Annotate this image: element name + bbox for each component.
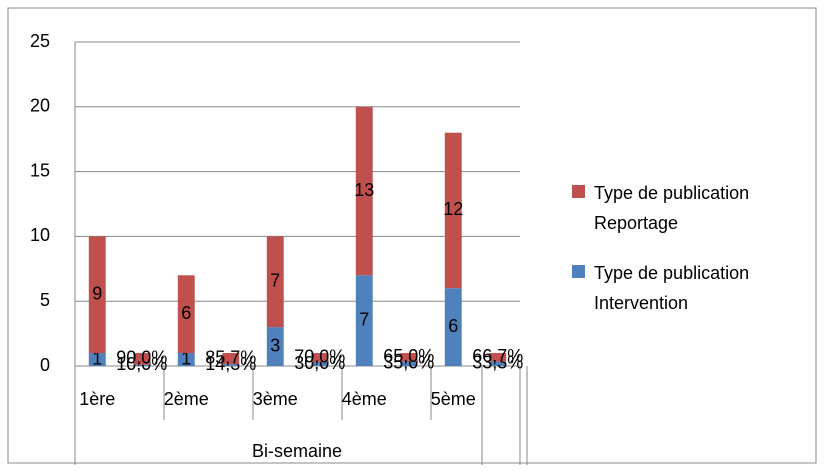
data-label: 35,0%	[383, 352, 434, 372]
y-tick-label: 15	[30, 160, 50, 180]
x-tick-label: 5ème	[431, 389, 476, 409]
bar	[400, 361, 418, 366]
bar	[400, 353, 418, 362]
data-label: 13	[354, 180, 374, 200]
bar	[266, 327, 284, 366]
y-tick-label: 25	[30, 31, 50, 51]
data-label: 12	[443, 199, 463, 219]
x-tick-label: 2ème	[164, 389, 209, 409]
bar	[311, 362, 329, 366]
data-label: 7	[359, 309, 369, 329]
bar	[222, 353, 240, 365]
bar	[355, 275, 373, 366]
bar	[222, 364, 240, 366]
data-label: 66,7%	[472, 346, 523, 366]
x-tick-label: 3ème	[253, 389, 298, 409]
data-label: 7	[270, 271, 280, 291]
legend-label: Type de publication Intervention	[594, 263, 750, 313]
data-label: 1	[181, 348, 191, 368]
y-tick-label: 0	[40, 355, 50, 375]
x-axis-title: Bi-semaine	[252, 441, 342, 461]
bar	[311, 353, 329, 363]
data-label: 3	[270, 335, 280, 355]
data-label: 6	[181, 303, 191, 323]
x-tick-label: 4ème	[342, 389, 387, 409]
data-label: 9	[92, 283, 102, 303]
y-tick-label: 5	[40, 290, 50, 310]
y-tick-label: 20	[30, 96, 50, 116]
bar	[489, 361, 507, 366]
bar	[133, 353, 151, 365]
data-label: 6	[448, 316, 458, 336]
bar	[444, 132, 462, 289]
bar	[177, 353, 195, 366]
legend-label: Type de publication Reportage	[594, 183, 750, 233]
bar	[489, 353, 507, 362]
data-label: 33,3%	[472, 353, 523, 373]
bar	[444, 288, 462, 366]
data-label: 85,7%	[205, 347, 256, 367]
x-tick-label: 1ère	[79, 389, 115, 409]
legend-swatch	[572, 265, 585, 278]
bar	[177, 275, 195, 354]
bar	[133, 364, 151, 366]
bar	[88, 353, 106, 366]
y-tick-label: 10	[30, 225, 50, 245]
bar	[88, 236, 106, 354]
bar	[355, 106, 373, 276]
legend-swatch	[572, 185, 585, 198]
data-label: 30,0%	[294, 353, 345, 373]
chart-border	[7, 7, 817, 464]
data-label: 1	[92, 348, 102, 368]
data-label: 65,0%	[383, 346, 434, 366]
data-label: 90,0%	[116, 348, 167, 368]
bar	[266, 236, 284, 328]
data-label: 70,0%	[294, 346, 345, 366]
